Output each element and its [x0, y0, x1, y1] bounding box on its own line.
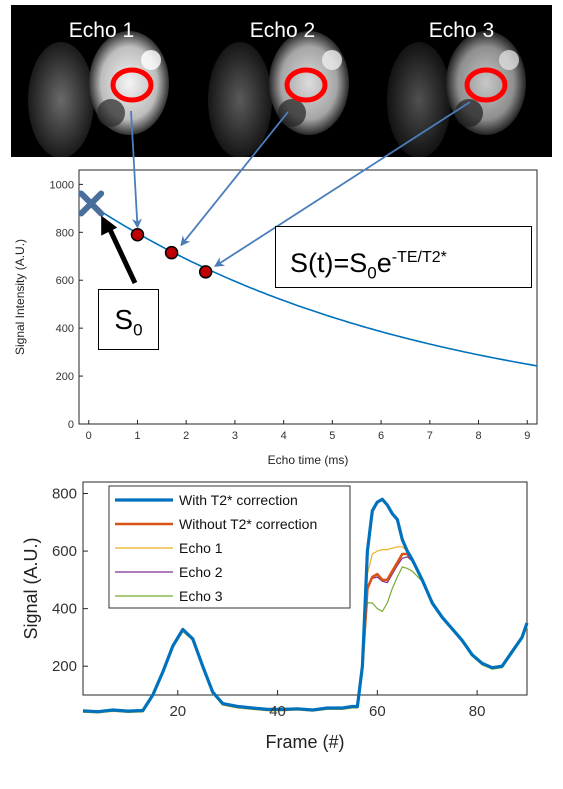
frame-axes — [82, 481, 528, 696]
y-tick-label: 0 — [68, 419, 74, 431]
echo-points — [130, 227, 213, 279]
echo-point-3 — [198, 265, 213, 279]
s0-label-box: S0 — [98, 289, 159, 350]
x-tick-label: 3 — [232, 430, 238, 442]
y-tick-label: 600 — [52, 543, 77, 560]
frame-ticks: 20 40 60 80 200 400 600 800 — [52, 486, 485, 720]
y-tick-label: 1000 — [50, 179, 74, 191]
echo-panel-3: Echo 3 — [371, 5, 552, 157]
x-tick-label: 4 — [281, 430, 287, 442]
legend-entry: With T2* correction — [179, 492, 298, 508]
x-tick-label: 2 — [183, 430, 189, 442]
legend-entry: Echo 2 — [179, 564, 223, 580]
frame-plot-frame — [82, 481, 528, 696]
series-line-1 — [82, 497, 529, 714]
y-tick-label: 600 — [56, 275, 74, 287]
legend-entry: Echo 3 — [179, 588, 223, 604]
decay-x-label: Echo time (ms) — [268, 453, 349, 467]
echo-panel-2: Echo 2 — [192, 5, 373, 157]
legend: With T2* correction Without T2* correctio… — [108, 485, 351, 609]
echo-point-2 — [164, 245, 179, 260]
frame-series — [82, 497, 529, 714]
decay-ticks: 0 1 2 3 4 5 6 7 8 9 0 200 400 600 800 1000 — [50, 179, 531, 442]
x-tick-label: 1 — [134, 430, 140, 442]
frame-y-label: Signal (A.U.) — [21, 537, 41, 639]
y-tick-label: 800 — [52, 486, 77, 503]
x-tick-label: 5 — [329, 430, 335, 442]
legend-box — [108, 485, 351, 609]
x-tick-label: 80 — [469, 703, 486, 720]
frame-x-label: Frame (#) — [265, 732, 344, 752]
echo-panel-1: Echo 1 — [11, 5, 192, 157]
y-tick-label: 800 — [56, 227, 74, 239]
echo-point-1 — [130, 227, 145, 242]
x-tick-label: 20 — [169, 703, 186, 720]
x-tick-label: 0 — [86, 430, 92, 442]
y-tick-label: 400 — [52, 601, 77, 618]
y-tick-label: 200 — [52, 658, 77, 675]
echo-label: Echo 2 — [249, 19, 316, 42]
decay-formula: S(t)=S0e-TE/T2* — [275, 226, 532, 288]
legend-entry: Without T2* correction — [179, 516, 317, 532]
x-tick-label: 40 — [269, 703, 286, 720]
y-tick-label: 400 — [56, 323, 74, 335]
frame-signal-chart: 20 40 60 80 200 400 600 800 With T2* correction… — [21, 481, 529, 752]
decay-curve — [88, 202, 538, 367]
y-tick-label: 200 — [56, 371, 74, 383]
echo-label: Echo 3 — [428, 19, 495, 42]
legend-entry: Echo 1 — [179, 540, 223, 556]
x-tick-label: 8 — [475, 430, 481, 442]
decay-chart: 0 1 2 3 4 5 6 7 8 9 0 200 400 600 800 1000 Echo time (m… — [13, 169, 538, 467]
x-tick-label: 7 — [427, 430, 433, 442]
x-tick-label: 60 — [369, 703, 386, 720]
decay-y-label: Signal Intensity (A.U.) — [13, 239, 27, 355]
x-tick-label: 6 — [378, 430, 384, 442]
echo-label: Echo 1 — [68, 19, 135, 42]
x-tick-label: 9 — [524, 430, 530, 442]
